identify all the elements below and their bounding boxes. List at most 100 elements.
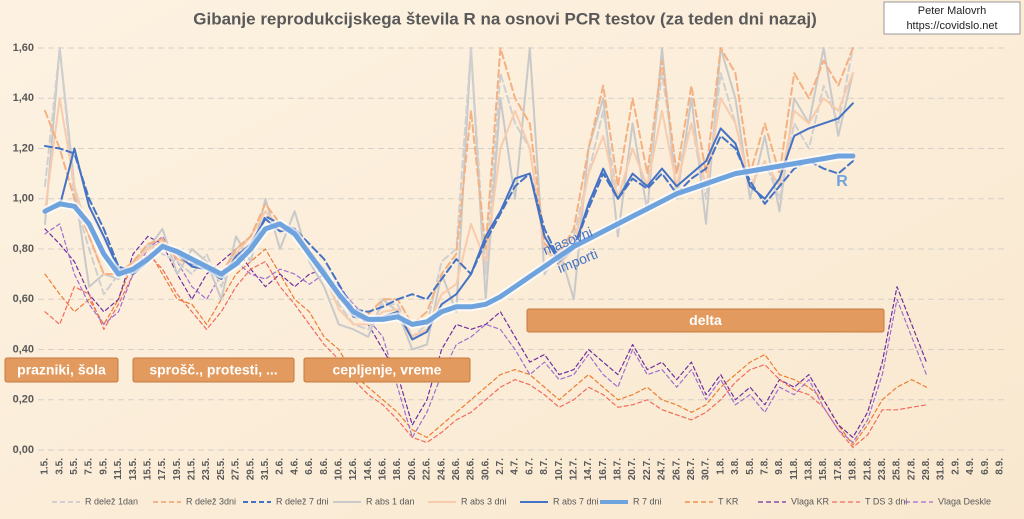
y-tick-label: 0,40: [13, 343, 34, 355]
x-tick-label: 20.6.: [407, 458, 418, 480]
x-tick-label: 8.7.: [539, 458, 550, 475]
annotation-box: [132, 357, 295, 383]
x-tick-label: 12.7.: [568, 458, 579, 480]
annotation: prazniki, šola: [17, 362, 106, 378]
series-line: [44, 47, 854, 326]
y-tick-label: 1,60: [13, 42, 34, 54]
annotation-box: [4, 357, 119, 383]
x-tick-label: 24.7.: [657, 458, 668, 480]
x-tick-label: 23.8.: [877, 458, 888, 480]
x-tick-label: 16.6.: [378, 458, 389, 480]
x-tick-label: 26.7.: [671, 458, 682, 480]
x-tick-label: 10.6.: [333, 458, 344, 480]
author-box: [883, 1, 1021, 35]
x-tick-label: 3.8.: [730, 458, 741, 475]
author-url: https://covidslo.net: [906, 20, 997, 32]
author: Peter Malovrh: [918, 5, 986, 17]
y-tick-label: 1,40: [13, 92, 34, 104]
x-tick-label: 21.8.: [862, 458, 873, 480]
x-tick-label: 13.8.: [804, 458, 815, 480]
x-tick-label: 25.5.: [216, 458, 227, 480]
x-tick-label: 4.9.: [965, 458, 976, 475]
series-line: [44, 223, 927, 444]
x-tick-label: 13.5.: [128, 458, 139, 480]
chart-title: Gibanje reprodukcijskega števila R na os…: [193, 9, 817, 28]
legend-label: R abs 7 dni: [553, 496, 599, 506]
x-tick-label: 27.8.: [906, 458, 917, 480]
x-tick-label: 28.7.: [686, 458, 697, 480]
x-tick-label: 4.6.: [289, 458, 300, 475]
x-tick-label: 3.5.: [54, 458, 65, 475]
y-tick-label: 0,00: [13, 444, 34, 456]
x-tick-label: 7.8.: [759, 458, 770, 475]
legend-label: R delež 1dan: [85, 496, 138, 506]
x-tick-label: 5.5.: [69, 458, 80, 475]
x-tick-label: 25.8.: [892, 458, 903, 480]
x-tick-label: 22.6.: [422, 458, 433, 480]
x-tick-label: 29.5.: [245, 458, 256, 480]
x-tick-label: 12.6.: [348, 458, 359, 480]
x-tick-label: 9.5.: [98, 458, 109, 475]
x-tick-label: 18.6.: [392, 458, 403, 480]
x-tick-label: 8.9.: [994, 458, 1005, 475]
series-line: [44, 253, 927, 449]
y-tick-label: 0,20: [13, 394, 34, 406]
x-tick-label: 30.6.: [480, 458, 491, 480]
x-tick-label: 27.5.: [231, 458, 242, 480]
x-tick-label: 8.6.: [319, 458, 330, 475]
x-tick-label: 1.5.: [40, 458, 51, 475]
annotation: sprošč., protesti, ...: [149, 362, 277, 378]
series-line: [42, 153, 856, 327]
x-tick-label: 31.5.: [260, 458, 271, 480]
annotation-box: [526, 308, 885, 333]
series-line: [44, 47, 854, 351]
legend-label: T DS 3 dni: [865, 496, 907, 506]
x-tick-label: 18.7.: [613, 458, 624, 480]
series-line: [44, 72, 854, 338]
annotation: delta: [689, 312, 722, 328]
x-tick-label: 24.6.: [436, 458, 447, 480]
x-tick-label: 21.5.: [187, 458, 198, 480]
x-tick-label: 2.6.: [275, 458, 286, 475]
x-tick-label: 6.7.: [524, 458, 535, 475]
annotation: R: [836, 173, 848, 190]
legend-label: Vlaga KR: [791, 496, 830, 506]
annotation: cepljenje, vreme: [333, 362, 442, 378]
x-tick-label: 6.9.: [980, 458, 991, 475]
legend-label: R abs 1 dan: [366, 496, 415, 506]
legend-label: R delež 3dni: [186, 496, 236, 506]
x-tick-label: 29.8.: [921, 458, 932, 480]
x-tick-label: 15.5.: [142, 458, 153, 480]
x-tick-label: 1.8.: [715, 458, 726, 475]
series-line: [44, 228, 927, 438]
x-tick-label: 11.8.: [789, 458, 800, 480]
x-tick-label: 15.8.: [818, 458, 829, 480]
x-tick-label: 16.7.: [598, 458, 609, 480]
x-tick-label: 17.5.: [157, 458, 168, 480]
x-tick-label: 23.5.: [201, 458, 212, 480]
x-tick-label: 20.7.: [627, 458, 638, 480]
x-tick-label: 7.5.: [84, 458, 95, 475]
x-tick-label: 22.7.: [642, 458, 653, 480]
series-line: [44, 248, 927, 446]
y-tick-label: 1,20: [13, 142, 34, 154]
x-tick-label: 28.6.: [466, 458, 477, 480]
x-tick-label: 4.7.: [510, 458, 521, 475]
legend-label: R delež 7 dni: [276, 496, 329, 506]
x-tick-label: 10.7.: [554, 458, 565, 480]
legend-label: T KR: [718, 496, 739, 506]
legend-label: R abs 3 dni: [461, 496, 507, 506]
x-tick-label: 11.5.: [113, 458, 124, 480]
x-tick-label: 9.8.: [774, 458, 785, 475]
y-tick-label: 0,60: [13, 293, 34, 305]
x-tick-label: 26.6.: [451, 458, 462, 480]
x-tick-label: 19.5.: [172, 458, 183, 480]
y-tick-label: 1,00: [13, 193, 34, 205]
legend-label: R 7 dni: [633, 496, 662, 506]
x-tick-label: 14.6.: [363, 458, 374, 480]
annotation-box: [303, 357, 471, 383]
x-tick-label: 6.6.: [304, 458, 315, 475]
x-tick-label: 31.8.: [936, 458, 947, 480]
x-tick-label: 2.7.: [495, 458, 506, 475]
